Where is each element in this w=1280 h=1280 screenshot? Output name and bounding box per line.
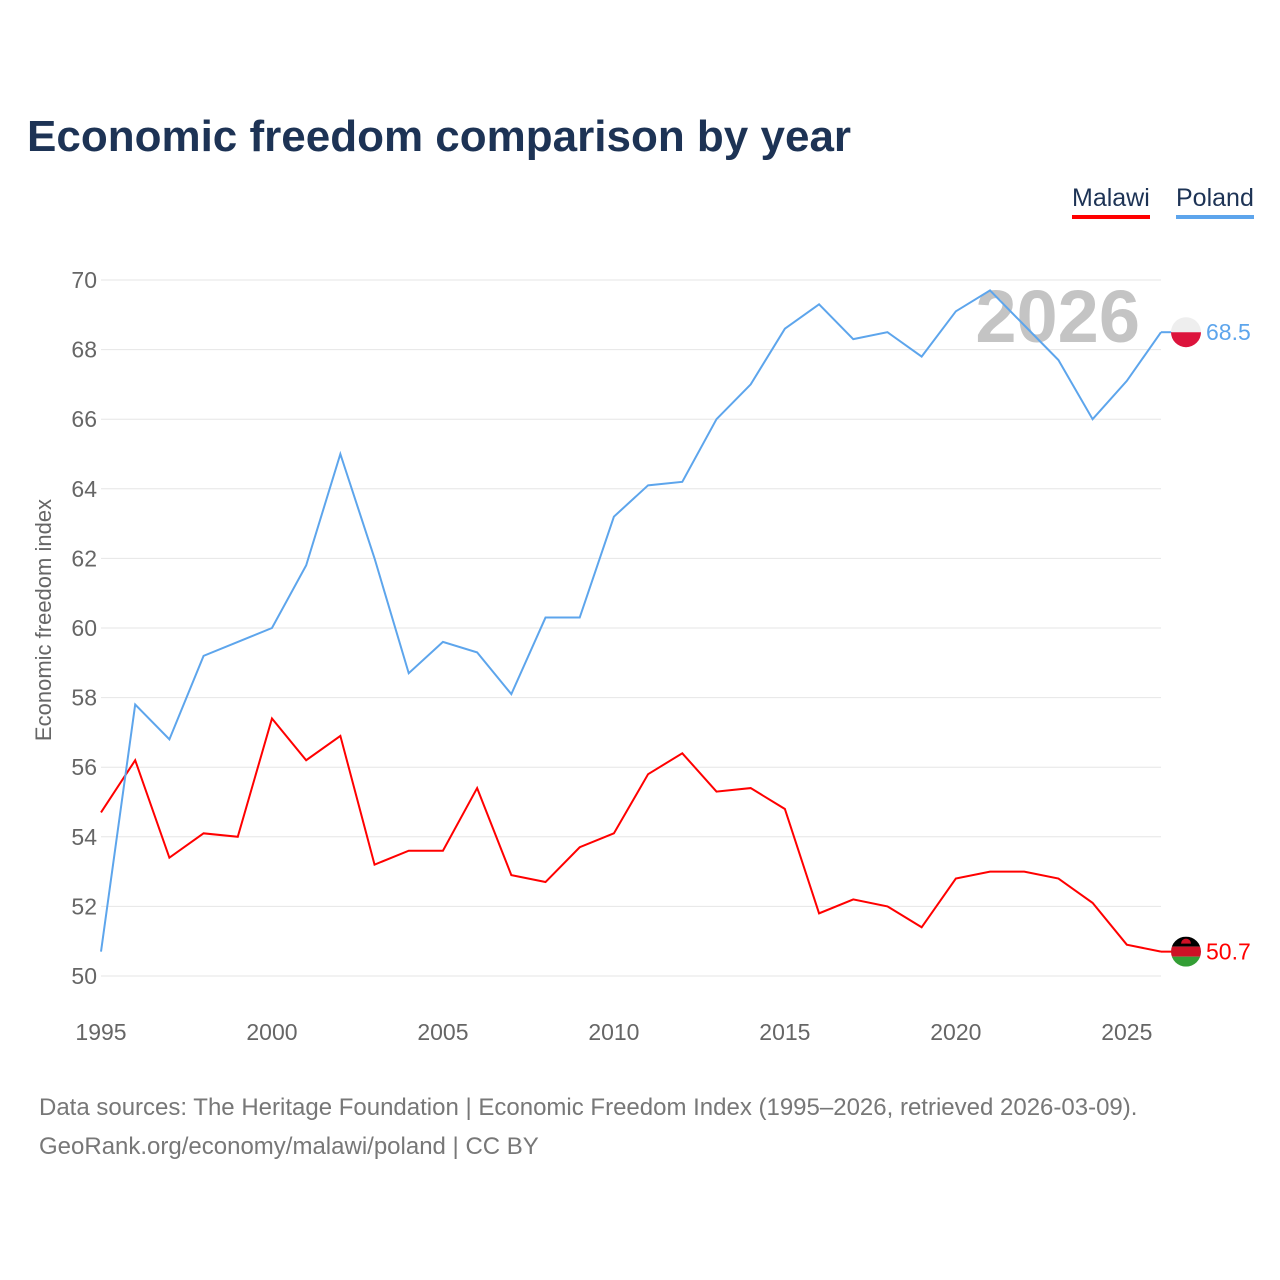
y-axis-label: Economic freedom index [31,499,56,741]
legend-poland[interactable]: Poland [1176,184,1254,219]
x-tick-label: 2010 [588,1019,639,1045]
source-line-1: Data sources: The Heritage Foundation | … [39,1094,1138,1121]
legend-malawi[interactable]: Malawi [1072,184,1150,219]
y-tick-label: 54 [71,824,97,850]
x-tick-label: 2020 [930,1019,981,1045]
y-tick-label: 62 [71,545,97,571]
end-value-label: 68.5 [1206,319,1251,345]
chart-title: Economic freedom comparison by year [27,112,852,161]
malawi-flag-stripe [1171,946,1201,957]
x-tick-label: 1995 [75,1019,126,1045]
x-tick-label: 2000 [246,1019,297,1045]
x-tick-label: 2025 [1101,1019,1152,1045]
x-tick-label: 2005 [417,1019,468,1045]
y-tick-label: 68 [71,337,97,363]
y-tick-label: 56 [71,754,97,780]
end-value-label: 50.7 [1206,939,1251,965]
source-note: Data sources: The Heritage Foundation | … [39,1088,1137,1166]
malawi-flag-sun [1181,938,1191,944]
poland-flag-icon [1171,332,1201,348]
y-tick-label: 52 [71,893,97,919]
y-tick-label: 64 [71,476,97,502]
y-tick-label: 58 [71,685,97,711]
series-line-malawi [100,716,1162,953]
y-tick-label: 70 [71,267,97,293]
y-tick-label: 60 [71,615,97,641]
source-line-2: GeoRank.org/economy/malawi/poland | CC B… [39,1133,539,1160]
poland-flag-icon [1171,317,1201,333]
y-tick-label: 66 [71,406,97,432]
series-line-poland [100,289,1162,952]
malawi-flag-stripe [1171,956,1201,967]
y-tick-label: 50 [71,963,97,989]
year-watermark: 2026 [975,275,1140,358]
x-tick-label: 2015 [759,1019,810,1045]
